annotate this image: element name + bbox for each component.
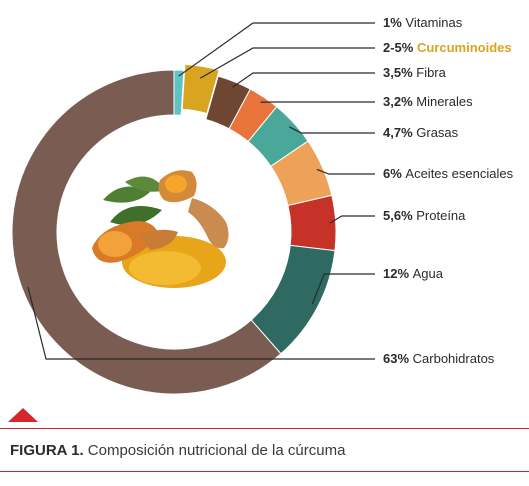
slice-label-6: 6% Aceites esenciales xyxy=(383,166,514,181)
slice-label-value: 63% xyxy=(383,351,413,366)
slice-label-name: Aceites esenciales xyxy=(405,166,513,181)
leader-lines xyxy=(27,22,375,360)
turmeric-illustration xyxy=(57,115,291,349)
slice-label-value: 12% xyxy=(383,266,413,281)
leader-line-6 xyxy=(316,168,375,175)
slice-label-name: Carbohidratos xyxy=(413,351,495,366)
caption-top-rule xyxy=(0,428,529,429)
slice-label-name: Vitaminas xyxy=(405,15,462,30)
figure-label: FIGURA 1. xyxy=(10,442,84,459)
slice-label-8: 12% Agua xyxy=(383,266,444,281)
leader-line-3 xyxy=(231,72,375,88)
slice-label-7: 5,6% Proteína xyxy=(383,208,466,223)
leader-line-2 xyxy=(199,47,375,79)
slice-label-value: 1% xyxy=(383,15,405,30)
donut-slice-7 xyxy=(287,194,337,252)
slice-label-3: 3,5% Fibra xyxy=(383,65,447,80)
slice-label-name: Agua xyxy=(413,266,444,281)
leader-line-5 xyxy=(288,126,375,134)
slice-label-value: 6% xyxy=(383,166,405,181)
leader-line-8 xyxy=(311,273,375,305)
slice-label-9: 63% Carbohidratos xyxy=(383,351,495,366)
slice-label-5: 4,7% Grasas xyxy=(383,125,459,140)
slice-label-value: 2-5% xyxy=(383,40,417,55)
slice-label-value: 4,7% xyxy=(383,125,416,140)
slice-label-value: 3,2% xyxy=(383,94,416,109)
figure-caption: FIGURA 1. Composición nutricional de la … xyxy=(10,442,345,459)
slice-label-value: 3,5% xyxy=(383,65,416,80)
caption-bottom-rule xyxy=(0,471,529,472)
slice-label-2: 2-5% Curcuminoides xyxy=(383,40,512,55)
leader-line-9 xyxy=(27,286,375,360)
donut-slice-2 xyxy=(181,63,220,115)
leader-line-7 xyxy=(329,215,375,224)
leader-line-1 xyxy=(178,22,375,77)
slice-label-4: 3,2% Minerales xyxy=(383,94,473,109)
slice-label-name: Curcuminoides xyxy=(417,40,512,55)
slice-label-name: Minerales xyxy=(416,94,473,109)
slice-label-name: Grasas xyxy=(416,125,458,140)
figure-caption-text: Composición nutricional de la cúrcuma xyxy=(87,442,346,459)
slice-label-name: Proteína xyxy=(416,208,466,223)
slice-label-name: Fibra xyxy=(416,65,446,80)
slice-label-1: 1% Vitaminas xyxy=(383,15,463,30)
slice-label-value: 5,6% xyxy=(383,208,416,223)
triangle-marker-icon xyxy=(8,408,38,422)
